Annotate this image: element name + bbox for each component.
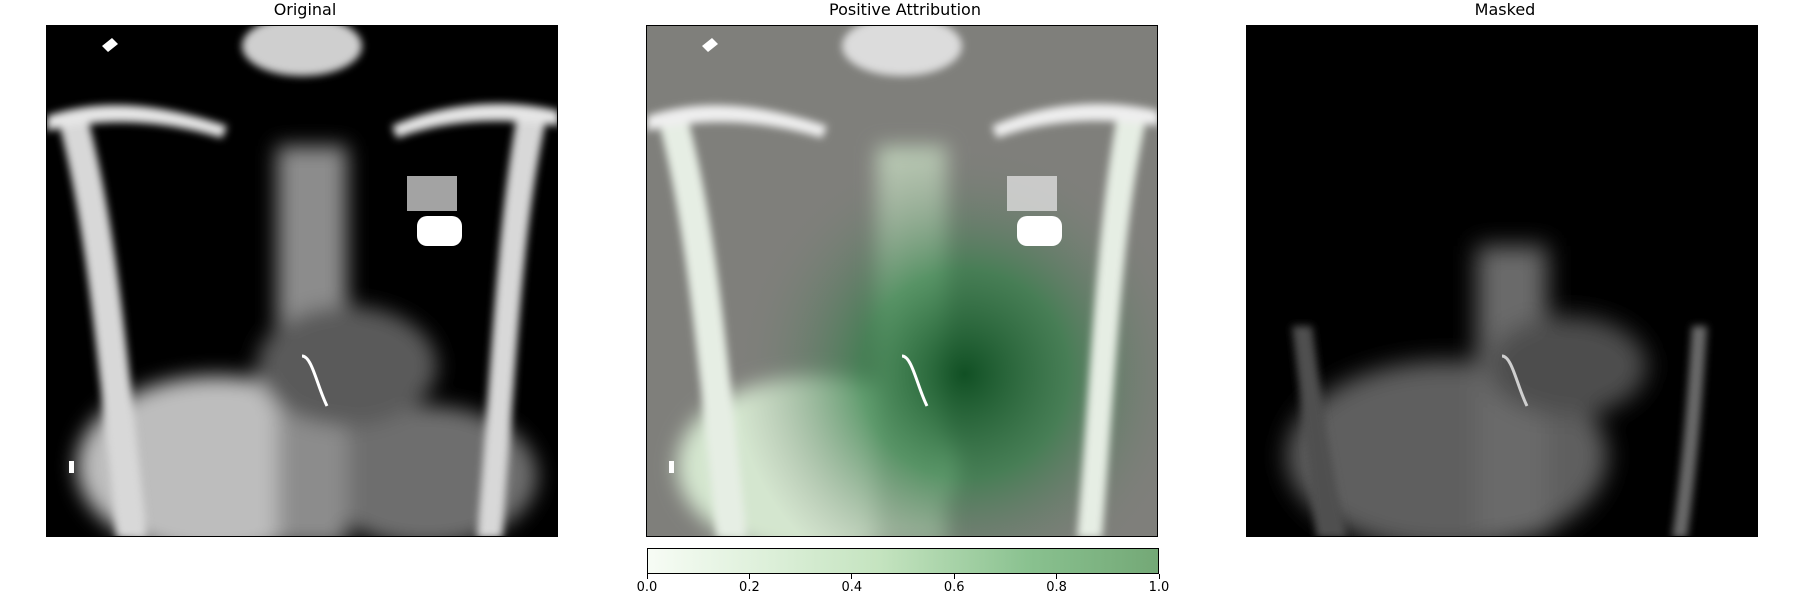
colorbar-tick-label: 0.8 [1046,580,1067,595]
colorbar-tick-label: 1.0 [1148,580,1170,595]
attribution-image [646,25,1158,537]
colorbar-tick-label: 0.4 [841,580,863,595]
colorbar-tick [1158,574,1160,579]
colorbar-tick-label: 0.0 [636,580,658,595]
colorbar [647,548,1159,574]
original-image [46,25,558,537]
original-title: Original [273,0,337,19]
colorbar-tick [646,574,648,579]
colorbar-tick-label: 0.6 [943,580,965,595]
colorbar-tick-label: 0.2 [739,580,760,595]
colorbar-tick [748,574,750,579]
colorbar-tick [851,574,853,579]
masked-image [1246,25,1758,537]
colorbar-ticks: 0.0 0.2 0.4 0.6 0.8 1.0 [637,574,1169,600]
masked-title: Masked [1474,0,1536,19]
attribution-title: Positive Attribution [829,0,981,19]
colorbar-tick [953,574,955,579]
colorbar-tick [1056,574,1058,579]
